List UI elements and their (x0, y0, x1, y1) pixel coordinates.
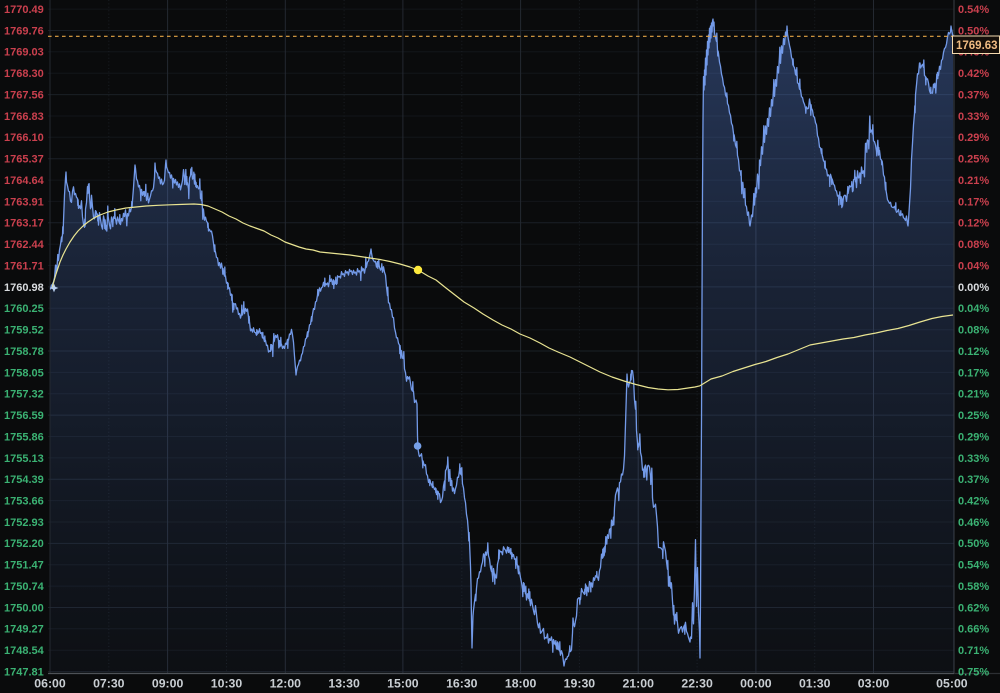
svg-text:0.04%: 0.04% (958, 260, 989, 272)
svg-text:1764.64: 1764.64 (4, 175, 45, 187)
svg-text:10:30: 10:30 (211, 677, 243, 691)
svg-text:0.17%: 0.17% (958, 196, 989, 208)
svg-text:0.50%: 0.50% (958, 25, 989, 37)
svg-text:19:30: 19:30 (564, 677, 596, 691)
svg-text:21:00: 21:00 (622, 677, 654, 691)
svg-text:0.37%: 0.37% (958, 90, 989, 102)
svg-text:01:30: 01:30 (799, 677, 831, 691)
svg-text:1759.52: 1759.52 (4, 325, 44, 337)
svg-text:06:00: 06:00 (34, 677, 66, 691)
svg-text:1760.98: 1760.98 (4, 282, 44, 294)
svg-text:0.75%: 0.75% (958, 667, 989, 679)
svg-text:0.29%: 0.29% (958, 132, 989, 144)
svg-text:00:00: 00:00 (740, 677, 772, 691)
svg-text:1749.27: 1749.27 (4, 624, 44, 636)
svg-text:1769.63: 1769.63 (956, 40, 998, 52)
svg-text:1748.54: 1748.54 (4, 645, 45, 657)
svg-text:1750.00: 1750.00 (4, 602, 44, 614)
svg-text:1763.91: 1763.91 (4, 196, 44, 208)
svg-text:0.54%: 0.54% (958, 4, 989, 16)
svg-text:0.37%: 0.37% (958, 474, 989, 486)
svg-text:16:30: 16:30 (446, 677, 478, 691)
svg-text:1760.25: 1760.25 (4, 303, 44, 315)
svg-text:12:00: 12:00 (270, 677, 302, 691)
svg-text:0.21%: 0.21% (958, 389, 989, 401)
svg-text:0.12%: 0.12% (958, 346, 989, 358)
svg-text:05:00: 05:00 (936, 677, 968, 691)
svg-text:1758.78: 1758.78 (4, 346, 44, 358)
svg-text:1766.10: 1766.10 (4, 132, 44, 144)
svg-text:07:30: 07:30 (93, 677, 125, 691)
svg-text:1762.44: 1762.44 (4, 239, 45, 251)
svg-text:0.62%: 0.62% (958, 602, 989, 614)
svg-text:0.33%: 0.33% (958, 453, 989, 465)
svg-text:1756.59: 1756.59 (4, 410, 44, 422)
svg-text:1755.13: 1755.13 (4, 453, 44, 465)
svg-text:1758.05: 1758.05 (4, 367, 44, 379)
svg-text:13:30: 13:30 (328, 677, 360, 691)
svg-text:1755.86: 1755.86 (4, 431, 44, 443)
svg-text:0.25%: 0.25% (958, 410, 989, 422)
svg-text:0.04%: 0.04% (958, 303, 989, 315)
svg-text:0.71%: 0.71% (958, 645, 989, 657)
svg-text:0.00%: 0.00% (958, 282, 989, 294)
svg-text:0.33%: 0.33% (958, 111, 989, 123)
svg-text:0.21%: 0.21% (958, 175, 989, 187)
svg-text:03:00: 03:00 (858, 677, 890, 691)
svg-text:1763.17: 1763.17 (4, 218, 44, 230)
svg-text:1765.37: 1765.37 (4, 154, 44, 166)
svg-text:0.58%: 0.58% (958, 581, 989, 593)
svg-text:0.25%: 0.25% (958, 154, 989, 166)
svg-text:09:00: 09:00 (152, 677, 184, 691)
svg-text:0.42%: 0.42% (958, 496, 989, 508)
svg-text:22:30: 22:30 (681, 677, 713, 691)
svg-text:1766.83: 1766.83 (4, 111, 44, 123)
svg-text:1757.32: 1757.32 (4, 389, 44, 401)
svg-text:1767.56: 1767.56 (4, 90, 44, 102)
svg-text:0.17%: 0.17% (958, 367, 989, 379)
svg-text:0.50%: 0.50% (958, 538, 989, 550)
svg-text:0.66%: 0.66% (958, 624, 989, 636)
svg-text:0.29%: 0.29% (958, 431, 989, 443)
svg-text:18:00: 18:00 (505, 677, 537, 691)
svg-text:0.46%: 0.46% (958, 517, 989, 529)
svg-text:1752.93: 1752.93 (4, 517, 44, 529)
svg-text:1753.66: 1753.66 (4, 496, 44, 508)
svg-text:0.12%: 0.12% (958, 218, 989, 230)
svg-text:1750.74: 1750.74 (4, 581, 45, 593)
svg-text:1769.03: 1769.03 (4, 47, 44, 59)
svg-text:1761.71: 1761.71 (4, 260, 44, 272)
svg-text:1768.30: 1768.30 (4, 68, 44, 80)
svg-text:0.42%: 0.42% (958, 68, 989, 80)
svg-text:0.08%: 0.08% (958, 239, 989, 251)
svg-text:1769.76: 1769.76 (4, 25, 44, 37)
svg-text:1754.39: 1754.39 (4, 474, 44, 486)
svg-text:15:00: 15:00 (387, 677, 419, 691)
svg-text:0.54%: 0.54% (958, 560, 989, 572)
svg-text:1747.81: 1747.81 (4, 667, 44, 679)
svg-text:1751.47: 1751.47 (4, 560, 44, 572)
svg-text:1770.49: 1770.49 (4, 4, 44, 16)
svg-text:0.08%: 0.08% (958, 325, 989, 337)
svg-text:1752.20: 1752.20 (4, 538, 44, 550)
